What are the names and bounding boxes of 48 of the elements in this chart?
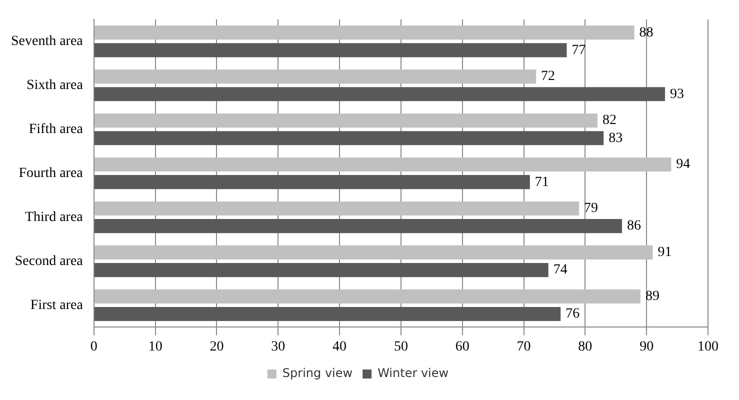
data-label: 88 <box>639 25 654 40</box>
bar <box>94 157 672 172</box>
bar <box>94 201 580 216</box>
bar <box>94 289 640 304</box>
x-tick-label: 80 <box>578 339 592 354</box>
data-label: 71 <box>534 174 549 190</box>
bar <box>94 43 567 58</box>
bar <box>94 219 622 234</box>
y-tick-label: Fifth area <box>28 122 84 137</box>
bar <box>94 306 561 322</box>
data-label: 79 <box>584 201 598 216</box>
bar <box>94 175 530 190</box>
x-tick-label: 20 <box>210 339 224 354</box>
y-tick-label: Third area <box>24 210 84 225</box>
data-label: 94 <box>676 157 690 172</box>
legend-label: Spring view <box>282 366 353 380</box>
x-tick-label: 40 <box>332 339 347 354</box>
y-tick-label: Second area <box>14 254 84 269</box>
data-label: 77 <box>572 42 586 58</box>
data-label: 83 <box>608 130 623 146</box>
data-label: 76 <box>566 306 580 322</box>
x-tick-label: 90 <box>640 339 654 354</box>
data-label: 91 <box>658 245 672 260</box>
x-tick-label: 60 <box>455 339 470 354</box>
data-label: 72 <box>541 69 556 84</box>
y-tick-label: Seventh area <box>10 34 84 50</box>
x-tick-label: 0 <box>90 339 98 354</box>
x-tick-label: 100 <box>698 339 718 354</box>
bar <box>94 87 666 102</box>
bar <box>94 131 604 146</box>
x-tick-label: 10 <box>148 339 162 354</box>
data-label: 74 <box>553 262 568 278</box>
x-tick-label: 70 <box>516 339 531 354</box>
legend-label: Winter view <box>378 366 449 380</box>
bar <box>94 245 653 260</box>
bar <box>94 26 634 40</box>
y-tick-label: Sixth area <box>26 78 84 94</box>
data-label: 89 <box>645 289 660 304</box>
bar <box>94 70 536 84</box>
bar <box>94 114 598 128</box>
y-tick-label: First area <box>30 298 84 313</box>
data-label: 93 <box>670 86 684 102</box>
y-tick-label: Fourth area <box>18 166 84 181</box>
x-tick-label: 50 <box>394 339 408 354</box>
bar <box>94 263 548 278</box>
data-label: 86 <box>627 218 642 234</box>
data-label: 82 <box>602 113 616 128</box>
x-tick-label: 30 <box>271 339 286 354</box>
